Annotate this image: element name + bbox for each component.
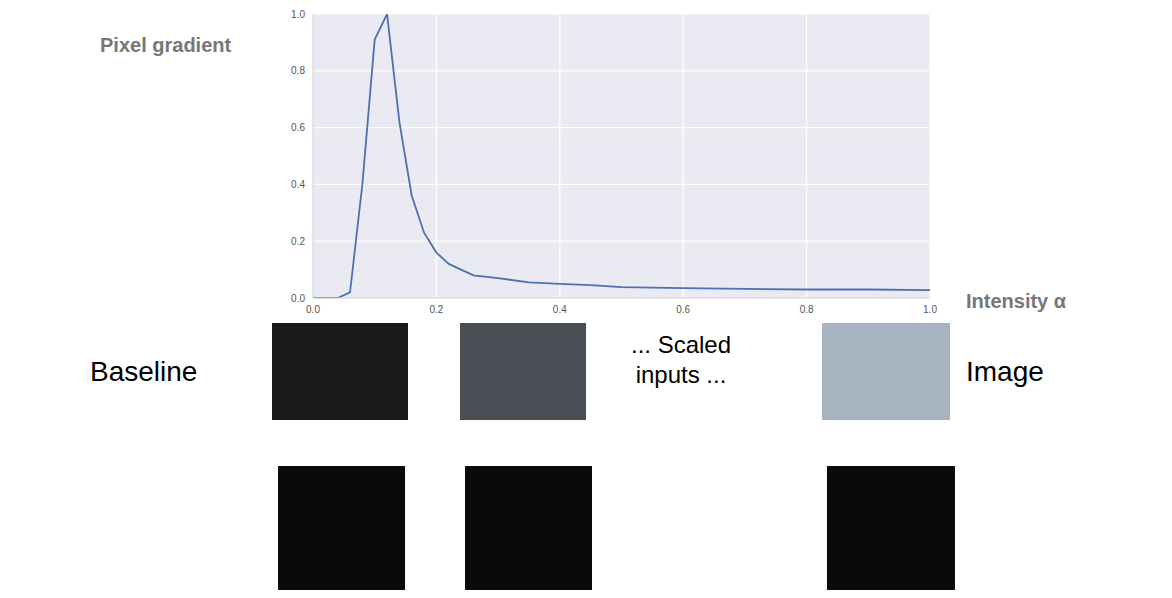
- svg-text:1.0: 1.0: [291, 9, 305, 20]
- svg-text:0.4: 0.4: [291, 179, 305, 190]
- html-text:Intensity α: Intensity α: [966, 290, 1067, 312]
- html-text:Pixel gradient: Pixel gradient: [100, 34, 232, 56]
- svg-text:0.8: 0.8: [291, 65, 305, 76]
- svg-text:0.2: 0.2: [291, 236, 305, 247]
- html-text:Baseline: Baseline: [90, 356, 198, 387]
- svg-text:0.4: 0.4: [553, 304, 567, 315]
- svg-text:0.2: 0.2: [429, 304, 443, 315]
- html-text:... Scaled inputs ...: ... Scaled inputs ...: [631, 331, 731, 388]
- svg-text:0.0: 0.0: [306, 304, 320, 315]
- svg-text:0.6: 0.6: [291, 122, 305, 133]
- svg-text:0.0: 0.0: [291, 293, 305, 304]
- svg-text:0.6: 0.6: [676, 304, 690, 315]
- svg-text:1.0: 1.0: [923, 304, 937, 315]
- html-text:Image: Image: [966, 356, 1044, 387]
- svg-text:0.8: 0.8: [800, 304, 814, 315]
